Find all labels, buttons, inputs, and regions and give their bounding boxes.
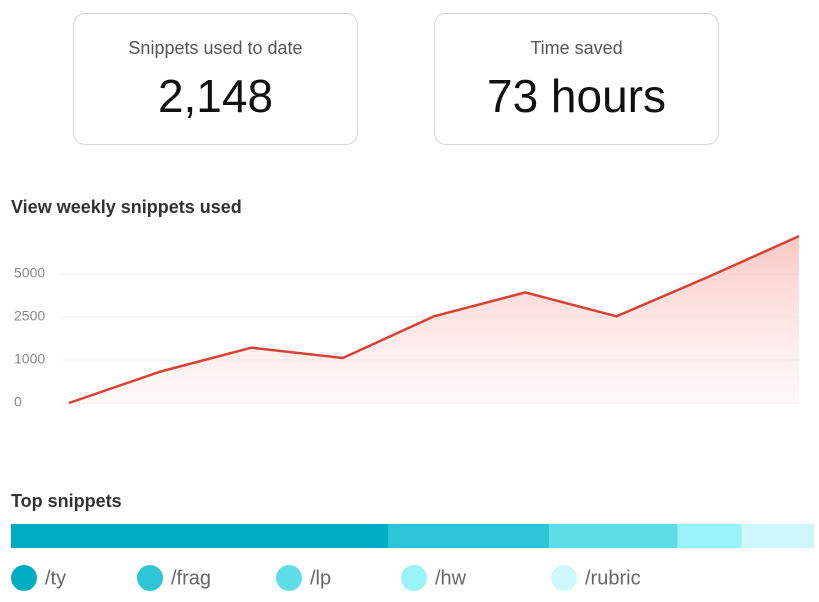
legend-label: /rubric (585, 567, 641, 589)
stat-value: 2,148 (157, 70, 274, 122)
y-tick-label: 0 (14, 394, 22, 410)
legend-label: /frag (171, 567, 211, 589)
bar-segment (388, 524, 550, 548)
area-fill (69, 236, 799, 403)
stat-value: 73 hours (486, 70, 666, 122)
legend-swatch (137, 565, 163, 591)
legend-swatch (401, 565, 427, 591)
bar-segment (11, 524, 389, 548)
stat-card: Time saved 73 hours (434, 13, 719, 145)
stat-card: Snippets used to date 2,148 (73, 13, 358, 145)
legend-label: /hw (435, 567, 467, 589)
legend-swatch (551, 565, 577, 591)
bar-segment (677, 524, 742, 548)
stat-label: Time saved (530, 38, 623, 58)
stat-label: Snippets used to date (128, 38, 303, 58)
bar-segment (741, 524, 814, 548)
y-tick-label: 5000 (14, 265, 45, 281)
legend-label: /lp (310, 567, 331, 589)
legend-label: /ty (45, 567, 66, 589)
legend-swatch (11, 565, 37, 591)
chart-title: View weekly snippets used (11, 197, 242, 217)
y-tick-label: 1000 (14, 351, 45, 367)
line (68, 235, 800, 405)
y-tick-label: 2500 (14, 308, 45, 324)
bar-segment (549, 524, 678, 548)
chart-title: Top snippets (11, 491, 122, 511)
legend-swatch (276, 565, 302, 591)
